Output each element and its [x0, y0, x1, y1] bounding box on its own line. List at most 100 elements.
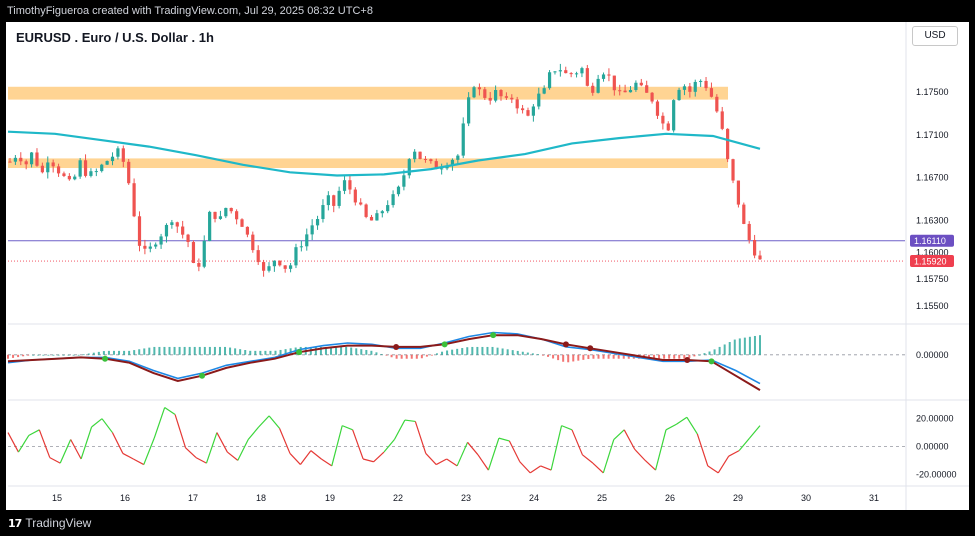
candle-body — [213, 211, 217, 219]
macd-hist-bar — [420, 354, 423, 359]
macd-hist-bar — [471, 346, 474, 355]
macd-hist-bar — [547, 354, 550, 357]
macd-hist-bar — [592, 354, 595, 359]
osc-segment — [676, 416, 688, 425]
candle-body — [726, 128, 730, 160]
macd-hist-bar — [42, 354, 45, 356]
macd-cross-dot — [393, 343, 400, 350]
macd-hist-bar — [148, 347, 151, 355]
candle-body — [218, 216, 223, 219]
candle-body — [364, 204, 368, 217]
candle-body — [83, 160, 88, 176]
chart-area[interactable] — [6, 22, 969, 510]
macd-hist-bar — [178, 346, 181, 355]
candle-body — [137, 216, 142, 246]
time-tick-label: 17 — [188, 493, 198, 503]
osc-segment — [185, 447, 197, 459]
osc-segment — [707, 465, 719, 474]
candle-body — [666, 123, 670, 131]
candle-body — [342, 180, 347, 191]
brand[interactable]: 17 TradingView — [8, 516, 91, 530]
macd-hist-bar — [360, 349, 363, 355]
candle-body — [628, 89, 633, 93]
macd-hist-bar — [531, 353, 534, 355]
candle-body — [580, 68, 584, 74]
candle-body — [574, 73, 579, 75]
macd-hist-bar — [582, 354, 585, 360]
candle-body — [742, 204, 746, 224]
macd-hist-bar — [345, 346, 348, 355]
price-tick-label: 1.16000 — [916, 248, 949, 258]
candle-body — [267, 266, 271, 271]
macd-hist-bar — [102, 351, 105, 355]
candle-body — [440, 168, 444, 170]
osc-segment — [508, 440, 521, 463]
time-tick-label: 15 — [52, 493, 62, 503]
candle-body — [191, 242, 196, 263]
macd-hist-bar — [476, 346, 479, 355]
osc-segment — [477, 454, 489, 471]
macd-hist-bar — [602, 354, 605, 359]
candle-body — [601, 74, 606, 79]
candle-body — [337, 190, 341, 206]
candle-body — [688, 86, 692, 92]
sr-zone-0 — [8, 86, 728, 100]
osc-segment — [279, 428, 291, 454]
macd-hist-bar — [330, 346, 333, 355]
macd-hist-bar — [708, 351, 711, 355]
macd-hist-bar — [173, 346, 176, 355]
time-tick-label: 24 — [529, 493, 539, 503]
osc-segment — [299, 450, 312, 465]
macd-hist-bar — [239, 349, 242, 355]
price-tick-label: 1.17100 — [916, 130, 949, 140]
candle-body — [116, 148, 120, 157]
time-tick-label: 30 — [801, 493, 811, 503]
osc-segment — [467, 441, 479, 456]
macd-hist-bar — [506, 349, 509, 355]
candle-body — [655, 101, 660, 116]
candle-body — [612, 75, 616, 91]
macd-hist-bar — [723, 344, 726, 355]
macd-hist-bar — [663, 354, 666, 359]
osc-segment — [7, 432, 19, 453]
macd-hist-bar — [62, 354, 65, 356]
candle-body — [704, 80, 708, 89]
candle-body — [396, 186, 401, 195]
price-tick-label: 1.15500 — [916, 301, 949, 311]
candle-body — [672, 100, 676, 131]
macd-hist-bar — [748, 336, 751, 355]
osc-segment — [404, 419, 416, 423]
macd-hist-bar — [627, 354, 630, 359]
osc-segment — [654, 429, 667, 471]
macd-hist-bar — [234, 348, 237, 355]
candle-body — [537, 93, 541, 107]
time-tick-label: 31 — [869, 493, 879, 503]
candle-body — [499, 90, 503, 97]
macd-hist-bar — [254, 350, 257, 355]
bottom-bar: 17 TradingView — [0, 512, 975, 536]
candle-body — [51, 162, 55, 167]
osc-segment — [749, 425, 761, 439]
macd-hist-bar — [698, 354, 701, 356]
candle-body — [758, 255, 762, 260]
macd-hist-bar — [441, 351, 444, 355]
sr-zone-1 — [8, 158, 728, 169]
osc-segment — [237, 439, 249, 461]
candle-body — [8, 161, 12, 163]
currency-button[interactable]: USD — [912, 26, 958, 46]
osc-segment — [665, 423, 677, 431]
candle-body — [62, 173, 66, 176]
osc-segment — [425, 453, 437, 465]
macd-hist-bar — [57, 354, 60, 356]
macd-cross-dot — [199, 372, 206, 379]
macd-hist-bar — [153, 346, 156, 355]
macd-hist-bar — [17, 354, 20, 358]
chart-title: EURUSD . Euro / U.S. Dollar . 1h — [16, 30, 214, 45]
time-tick-label: 18 — [256, 493, 266, 503]
macd-hist-bar — [728, 342, 731, 355]
candle-body — [753, 239, 757, 256]
osc-segment — [582, 454, 594, 464]
candle-body — [121, 148, 125, 162]
candle-body — [634, 82, 638, 90]
